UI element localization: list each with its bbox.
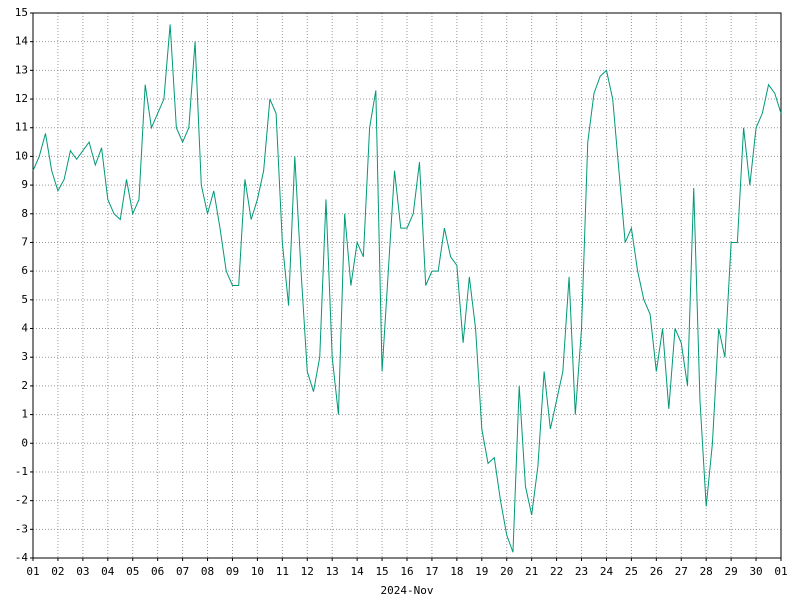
x-tick-label: 07 [176,565,189,578]
x-tick-label: 01 [26,565,39,578]
x-tick-label: 20 [500,565,513,578]
y-tick-label: 6 [21,264,28,277]
x-tick-label: 06 [151,565,164,578]
y-tick-label: 14 [15,35,29,48]
x-tick-label: 24 [600,565,614,578]
x-tick-label: 28 [700,565,713,578]
y-tick-label: 15 [15,6,28,19]
y-tick-label: 10 [15,149,28,162]
y-tick-label: 13 [15,63,28,76]
y-tick-label: 2 [21,379,28,392]
x-tick-label: 26 [650,565,663,578]
x-tick-label: 18 [450,565,463,578]
x-tick-label: 08 [201,565,214,578]
x-tick-label: 25 [625,565,638,578]
x-tick-label: 17 [425,565,438,578]
y-tick-label: -3 [15,522,28,535]
x-tick-label: 27 [675,565,688,578]
y-tick-label: 3 [21,350,28,363]
x-tick-label: 15 [375,565,388,578]
x-tick-label: 09 [226,565,239,578]
x-tick-label: 19 [475,565,488,578]
x-tick-label: 14 [351,565,365,578]
y-tick-label: -4 [15,551,29,564]
x-tick-label: 02 [51,565,64,578]
x-tick-label: 16 [400,565,413,578]
x-tick-label: 12 [301,565,314,578]
y-tick-label: 7 [21,235,28,248]
y-tick-label: -1 [15,465,28,478]
x-tick-label: 01 [774,565,787,578]
x-axis-label: 2024-Nov [381,584,434,597]
x-tick-label: 23 [575,565,588,578]
y-tick-label: 1 [21,408,28,421]
y-tick-label: 8 [21,207,28,220]
x-tick-label: 03 [76,565,89,578]
y-tick-label: 5 [21,293,28,306]
y-tick-label: -2 [15,494,28,507]
x-tick-label: 13 [326,565,339,578]
x-tick-label: 04 [101,565,115,578]
x-tick-label: 10 [251,565,264,578]
x-tick-label: 29 [725,565,738,578]
y-tick-label: 11 [15,121,28,134]
x-tick-label: 22 [550,565,563,578]
y-tick-label: 9 [21,178,28,191]
x-tick-label: 30 [749,565,762,578]
data-line [32,24,782,553]
y-tick-label: 0 [21,436,28,449]
x-tick-label: 05 [126,565,139,578]
x-tick-label: 11 [276,565,289,578]
plot-frame [32,12,782,559]
x-tick-label: 21 [525,565,538,578]
y-tick-label: 4 [21,322,28,335]
y-tick-label: 12 [15,92,28,105]
